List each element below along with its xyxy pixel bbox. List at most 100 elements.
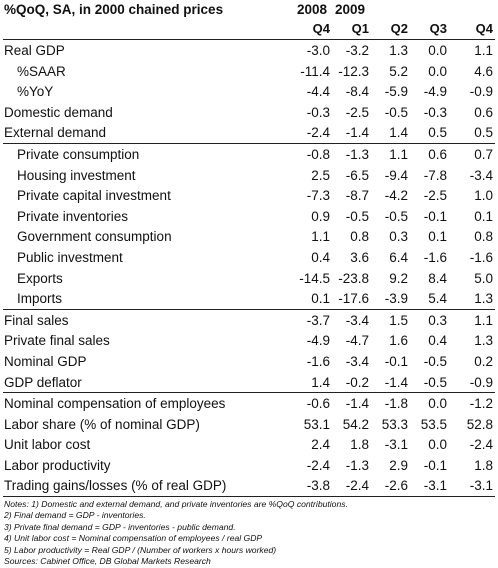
cell-value: -2.4 [469,437,493,453]
cell-value: 1.3 [474,291,493,307]
cell-value: -0.5 [384,104,408,120]
cell-value: -0.5 [384,208,408,224]
cell-value: 0.6 [428,146,447,162]
cell-value: -11.4 [300,63,330,79]
row-label: %YoY [17,84,54,100]
cell-value: 4.6 [474,63,493,79]
table-row: Unit labor cost 2.4 1.8 -3.1 0.0 -2.4 [3,434,495,455]
cell-value: -2.5 [423,188,447,204]
table-row: Imports 0.1 -17.6 -3.9 5.4 1.3 [3,288,495,309]
cell-value: -0.1 [423,457,447,473]
quarter-header: Q4 [475,21,493,36]
cell-value: -8.7 [345,188,369,204]
note-line: 5) Labor productivity = Real GDP / (Numb… [4,544,277,555]
cell-value: -3.7 [306,312,330,328]
row-label: Labor productivity [4,457,111,473]
cell-value: -0.9 [469,84,493,100]
cell-value: 0.5 [428,125,447,141]
cell-value: 0.9 [311,208,330,224]
cell-value: -9.4 [384,167,408,183]
cell-value: 0.1 [311,291,330,307]
cell-value: -0.3 [306,104,330,120]
cell-value: 1.4 [311,374,330,390]
cell-value: 53.1 [303,416,330,432]
row-label: Final sales [4,312,69,328]
row-label: Exports [17,270,63,286]
cell-value: 2.5 [311,167,330,183]
gdp-table: %QoQ, SA, in 2000 chained prices 2008 20… [3,0,495,568]
cell-value: 5.0 [474,270,493,286]
table-row: GDP deflator 1.4 -0.2 -1.4 -0.5 -0.9 [3,372,495,393]
table-row: Labor productivity -2.4 -1.3 2.9 -0.1 1.8 [3,455,495,476]
cell-value: -0.1 [384,353,408,369]
cell-value: -2.4 [306,457,330,473]
row-group: Nominal compensation of employees -0.6 -1.… [3,393,495,498]
cell-value: -1.2 [469,396,493,412]
table-row: Trading gains/losses (% of real GDP) -3.8… [3,475,495,496]
cell-value: -0.3 [423,104,447,120]
cell-value: 1.5 [389,312,408,328]
row-label: Imports [17,291,63,307]
cell-value: -0.9 [469,374,493,390]
cell-value: 1.1 [474,312,493,328]
row-label: Private inventories [17,208,129,224]
row-group: Private consumption -0.8 -1.3 1.1 0.6 0.7 Hous… [3,144,495,310]
cell-value: -1.6 [306,353,330,369]
quarter-header: Q1 [351,21,369,36]
table-row: Private final sales -4.9 -4.7 1.6 0.4 1.3 [3,330,495,351]
table-row: Domestic demand -0.3 -2.5 -0.5 -0.3 0.6 [3,102,495,123]
cell-value: -4.9 [306,333,330,349]
table-row: Public investment 0.4 3.6 6.4 -1.6 -1.6 [3,247,495,268]
note-line: 3) Private final demand = GDP - inventor… [4,521,236,532]
cell-value: -2.5 [345,104,369,120]
quarter-header: Q4 [312,21,330,36]
cell-value: -6.5 [345,167,369,183]
table-notes: Notes: 1) Domestic and external demand, … [3,497,495,567]
table-row: %YoY -4.4 -8.4 -5.9 -4.9 -0.9 [3,81,495,102]
cell-value: 0.8 [474,229,493,245]
year-2009: 2009 [335,2,366,17]
cell-value: 2.9 [389,457,408,473]
cell-value: -1.6 [423,249,447,265]
cell-value: -3.4 [469,167,493,183]
cell-value: 0.0 [428,43,447,58]
cell-value: 1.3 [474,333,493,349]
quarter-header: Q2 [390,21,408,36]
row-label: Private final sales [4,333,110,349]
row-label: Nominal GDP [4,353,87,369]
row-group: Final sales -3.7 -3.4 1.5 0.3 1.1 Private fina… [3,310,495,394]
cell-value: 0.8 [350,229,369,245]
cell-value: -3.1 [469,478,493,494]
cell-value: -1.3 [345,457,369,473]
cell-value: -3.8 [306,478,330,494]
cell-value: 9.2 [389,270,408,286]
cell-value: -23.8 [338,270,369,286]
table-row: Nominal compensation of employees -0.6 -1.… [3,393,495,414]
cell-value: 0.4 [311,249,330,265]
row-label: Public investment [17,249,123,265]
cell-value: 52.8 [466,416,493,432]
cell-value: 1.8 [474,457,493,473]
cell-value: -8.4 [345,84,369,100]
table-row: %SAAR -11.4 -12.3 5.2 0.0 4.6 [3,61,495,82]
cell-value: 0.0 [428,437,447,453]
row-label: GDP deflator [4,374,82,390]
quarter-header: Q3 [429,21,447,36]
cell-value: 0.0 [428,396,447,412]
cell-value: -0.2 [345,374,369,390]
row-label: Nominal compensation of employees [4,396,226,412]
cell-value: 8.4 [428,270,447,286]
cell-value: -0.8 [306,146,330,162]
table-row: Nominal GDP -1.6 -3.4 -0.1 -0.5 0.2 [3,351,495,372]
row-label: Government consumption [17,229,172,245]
table-row: Private inventories 0.9 -0.5 -0.5 -0.1 0.1 [3,206,495,227]
cell-value: 53.3 [381,416,408,432]
cell-value: 54.2 [342,416,369,432]
table-row: Labor share (% of nominal GDP) 53.1 54.2 53… [3,414,495,435]
cell-value: 1.6 [389,333,408,349]
cell-value: -0.6 [306,396,330,412]
row-label: Private capital investment [17,188,171,204]
cell-value: -7.8 [423,167,447,183]
cell-value: -1.4 [345,125,369,141]
cell-value: 5.4 [428,291,447,307]
